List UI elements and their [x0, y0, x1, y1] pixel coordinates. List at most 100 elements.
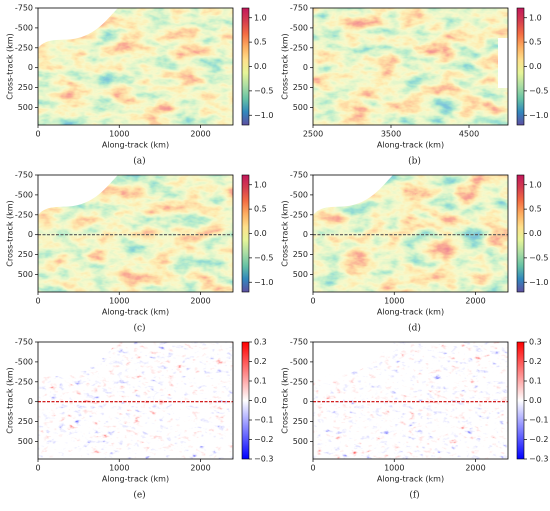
colorbar-tick-label: 0.0 — [529, 396, 542, 405]
y-tick-label: -500 — [290, 23, 308, 32]
x-tick-label: 0 — [310, 297, 315, 306]
y-tick-label: -250 — [290, 377, 308, 386]
x-tick-label: 4500 — [459, 130, 479, 139]
y-tick-label: 500 — [293, 103, 308, 112]
colorbar-tick-label: 1.0 — [254, 13, 267, 22]
panel: 0 1000 2000 -750 -500 -250 0 250 500 Along-track … — [281, 171, 549, 334]
colorbar-tick-label: −0.3 — [529, 455, 548, 464]
y-axis-label: Cross-track (km) — [281, 200, 290, 266]
y-tick-label: 0 — [28, 230, 33, 239]
colorbar — [241, 7, 250, 126]
y-tick-label: -500 — [15, 23, 33, 32]
colorbar-tick-label: 0.0 — [254, 229, 267, 238]
y-tick-label: -500 — [290, 357, 308, 366]
y-tick-label: 500 — [293, 437, 308, 446]
y-tick-label: 0 — [303, 230, 308, 239]
x-axis-label: Along-track (km) — [102, 308, 169, 317]
x-tick-label: 1000 — [384, 464, 404, 473]
colorbar-tick-label: −0.5 — [254, 253, 273, 262]
colorbar-tick-label: −1.0 — [529, 111, 548, 120]
land-mask — [498, 38, 508, 88]
axes-frame — [37, 174, 234, 293]
y-tick-label: 500 — [293, 270, 308, 279]
x-axis-label: Along-track (km) — [102, 475, 169, 484]
panel-caption: (d) — [408, 323, 421, 334]
y-axis-label: Cross-track (km) — [6, 200, 15, 266]
colorbar-tick-label: −0.3 — [254, 455, 273, 464]
land-mask — [313, 175, 393, 215]
x-tick-label: 2000 — [465, 464, 485, 473]
colorbar-tick-label: 0.3 — [529, 338, 542, 347]
colorbar-tick-label: 1.0 — [529, 180, 542, 189]
axes-frame — [37, 7, 234, 126]
y-tick-label: -750 — [290, 171, 308, 180]
colorbar-tick-label: −0.5 — [529, 253, 548, 262]
land-mask — [38, 8, 118, 48]
x-axis-label: Along-track (km) — [377, 475, 444, 484]
colorbar-tick-label: −0.1 — [254, 416, 273, 425]
colorbar — [516, 174, 525, 293]
colorbar-tick-label: 0.0 — [529, 229, 542, 238]
y-tick-label: -250 — [15, 43, 33, 52]
y-axis-label: Cross-track (km) — [6, 367, 15, 433]
colorbar-tick-label: −1.0 — [254, 278, 273, 287]
colorbar-tick-label: 1.0 — [529, 13, 542, 22]
x-axis-label: Along-track (km) — [377, 141, 444, 150]
colorbar-tick-label: 0.0 — [254, 62, 267, 71]
panel: 2500 3500 4500 -750 -500 -250 0 250 500 Along-tra… — [281, 4, 549, 167]
y-tick-label: 500 — [18, 103, 33, 112]
colorbar — [516, 341, 525, 460]
y-tick-label: 250 — [293, 417, 308, 426]
colorbar — [516, 7, 525, 126]
x-tick-label: 0 — [35, 464, 40, 473]
colorbar-tick-label: 1.0 — [254, 180, 267, 189]
y-tick-label: 250 — [293, 250, 308, 259]
panel: 0 1000 2000 -750 -500 -250 0 250 500 Along-track … — [6, 4, 274, 167]
x-tick-label: 1000 — [109, 464, 129, 473]
y-tick-label: -250 — [290, 210, 308, 219]
colorbar-tick-label: 0.5 — [254, 38, 267, 47]
panel-caption: (b) — [408, 156, 421, 167]
x-axis-label: Along-track (km) — [377, 308, 444, 317]
colorbar-tick-label: 0.1 — [529, 377, 542, 386]
y-axis-label: Cross-track (km) — [6, 33, 15, 99]
x-tick-label: 2000 — [190, 464, 210, 473]
panel: 0 1000 2000 -750 -500 -250 0 250 500 Along-track … — [6, 171, 274, 334]
x-tick-label: 3500 — [381, 130, 401, 139]
x-tick-label: 2000 — [465, 297, 485, 306]
y-tick-label: 250 — [18, 250, 33, 259]
colorbar — [241, 341, 250, 460]
colorbar-tick-label: −0.1 — [529, 416, 548, 425]
y-tick-label: 0 — [28, 397, 33, 406]
colorbar-tick-label: 0.5 — [529, 38, 542, 47]
x-tick-label: 1000 — [109, 130, 129, 139]
y-tick-label: -750 — [15, 338, 33, 347]
y-tick-label: 250 — [18, 417, 33, 426]
colorbar-tick-label: 0.5 — [529, 205, 542, 214]
x-tick-label: 0 — [35, 130, 40, 139]
y-axis-label: Cross-track (km) — [281, 33, 290, 99]
y-tick-label: -500 — [15, 357, 33, 366]
colorbar-tick-label: −1.0 — [529, 278, 548, 287]
y-tick-label: 250 — [18, 83, 33, 92]
panel-caption: (a) — [133, 156, 145, 167]
y-tick-label: -250 — [15, 210, 33, 219]
axes-frame — [312, 7, 509, 126]
colorbar-tick-label: −0.5 — [254, 86, 273, 95]
x-tick-label: 2000 — [190, 297, 210, 306]
x-tick-label: 2000 — [190, 130, 210, 139]
y-tick-label: 0 — [28, 63, 33, 72]
land-mask — [38, 175, 118, 215]
colorbar-tick-label: −0.2 — [254, 435, 273, 444]
colorbar — [241, 174, 250, 293]
y-tick-label: -500 — [15, 190, 33, 199]
colorbar-tick-label: 0.2 — [529, 357, 542, 366]
panel-caption: (e) — [133, 490, 145, 501]
x-tick-label: 0 — [35, 297, 40, 306]
axes-frame — [312, 341, 509, 460]
y-tick-label: -250 — [290, 43, 308, 52]
y-tick-label: -250 — [15, 377, 33, 386]
panel-caption: (f) — [409, 490, 419, 501]
colorbar-tick-label: −1.0 — [254, 111, 273, 120]
y-tick-label: -750 — [290, 4, 308, 13]
